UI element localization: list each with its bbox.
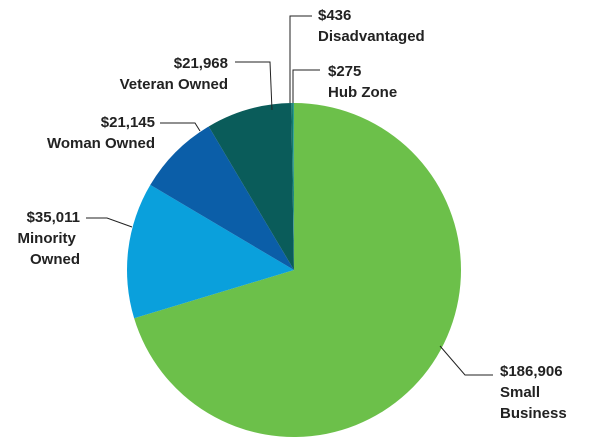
- value-label: $21,968: [174, 55, 228, 72]
- category-label: Minority Owned: [18, 230, 81, 268]
- pie-slice: [134, 103, 462, 437]
- leader-line: [86, 217, 133, 228]
- value-label: $436: [318, 7, 351, 24]
- pie-slice: [208, 103, 294, 271]
- pie-slice: [150, 126, 294, 270]
- category-label: Disadvantaged: [318, 28, 425, 45]
- leader-line: [292, 69, 320, 103]
- value-label: $21,145: [101, 114, 155, 131]
- pie-slice: [292, 103, 294, 270]
- category-label: Veteran Owned: [120, 76, 228, 93]
- leader-line: [160, 122, 201, 132]
- value-label: $275: [328, 63, 361, 80]
- leader-line: [235, 61, 273, 111]
- leader-line: [289, 15, 312, 103]
- pie-slice: [126, 184, 294, 319]
- category-label: Small Business: [500, 384, 567, 422]
- pie-slice: [291, 103, 294, 270]
- category-label: Woman Owned: [47, 135, 155, 152]
- category-label: Hub Zone: [328, 84, 397, 101]
- value-label: $186,906: [500, 363, 563, 380]
- value-label: $35,011: [27, 209, 80, 226]
- leader-line: [439, 345, 493, 376]
